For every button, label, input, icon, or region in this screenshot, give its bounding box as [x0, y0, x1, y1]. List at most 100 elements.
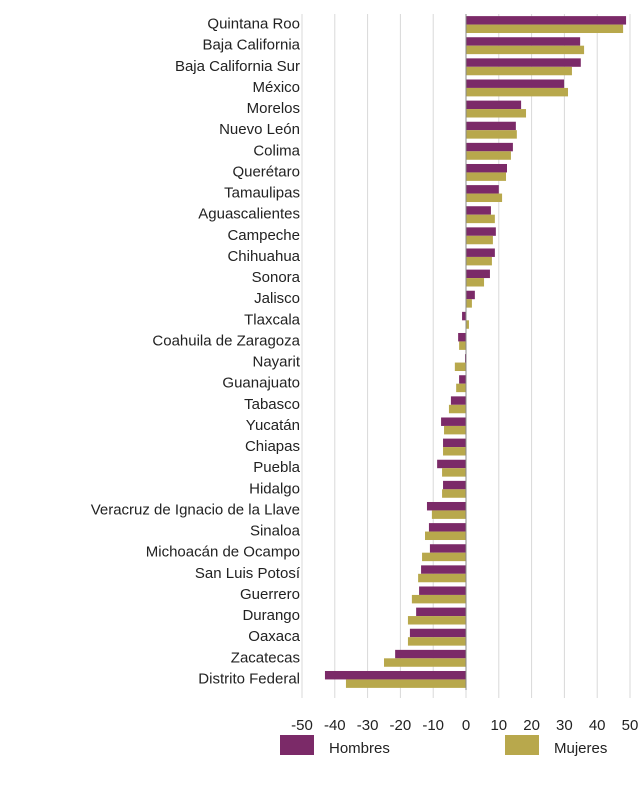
bar — [466, 248, 495, 257]
bar — [444, 425, 466, 435]
bar — [395, 649, 466, 659]
category-label: Tlaxcala — [244, 311, 301, 328]
bar — [458, 332, 466, 342]
bar — [466, 290, 475, 300]
bar — [466, 151, 511, 160]
bar — [466, 79, 565, 88]
bar — [466, 269, 490, 279]
legend-swatch — [280, 735, 314, 755]
bar — [462, 311, 466, 321]
x-tick-label: 0 — [462, 717, 470, 734]
bar — [422, 552, 466, 562]
bar — [448, 404, 466, 414]
bar — [419, 586, 466, 595]
category-label: Tamaulipas — [224, 185, 300, 202]
x-tick-label: -10 — [422, 717, 444, 734]
bar — [466, 214, 495, 224]
x-tick-label: 20 — [523, 717, 540, 734]
bar — [466, 109, 527, 118]
bar — [418, 573, 466, 583]
category-label: Quintana Roo — [207, 16, 300, 33]
bar — [429, 544, 466, 553]
bar — [450, 396, 466, 405]
x-tick-label: -50 — [291, 717, 313, 734]
category-label: Sinaloa — [250, 523, 301, 540]
bar — [425, 531, 466, 541]
bar — [442, 489, 466, 498]
bar — [466, 66, 572, 76]
bar — [428, 523, 466, 532]
bar — [384, 658, 466, 667]
x-tick-label: -30 — [357, 717, 379, 734]
bar — [437, 459, 466, 469]
bar — [443, 480, 466, 490]
x-tick-label: -40 — [324, 717, 346, 734]
category-label: Durango — [242, 607, 300, 624]
bar — [416, 607, 466, 617]
category-label: Coahuila de Zaragoza — [152, 332, 300, 349]
bar — [454, 362, 466, 372]
bar — [443, 447, 466, 456]
category-label: Puebla — [253, 459, 300, 476]
bar — [407, 637, 466, 646]
bar — [466, 45, 585, 55]
bar — [442, 468, 466, 477]
bar — [443, 438, 466, 448]
bar — [466, 16, 627, 25]
category-label: México — [252, 79, 300, 96]
bar — [466, 320, 469, 329]
category-label: Colima — [253, 142, 300, 159]
category-label: Chiapas — [245, 438, 300, 455]
bar — [466, 121, 516, 131]
category-label: Distrito Federal — [198, 670, 300, 687]
bar — [466, 37, 581, 46]
bar — [466, 227, 496, 236]
bar — [466, 163, 507, 173]
category-label: Guerrero — [240, 586, 300, 603]
bar — [345, 679, 466, 688]
category-label: Hidalgo — [249, 480, 300, 497]
x-tick-label: 50 — [622, 717, 639, 734]
category-label: Aguascalientes — [198, 206, 300, 223]
bar — [324, 670, 466, 680]
category-label: Chihuahua — [227, 248, 300, 265]
x-tick-label: 40 — [589, 717, 606, 734]
bar — [407, 616, 466, 625]
bar — [466, 206, 491, 215]
category-label: Veracruz de Ignacio de la Llave — [91, 501, 300, 518]
category-label: Oaxaca — [248, 628, 300, 645]
category-label: Campeche — [227, 227, 300, 244]
category-label: Zacatecas — [231, 649, 300, 666]
category-label: Baja California — [202, 37, 300, 54]
category-label: Nuevo León — [219, 121, 300, 138]
bar — [421, 565, 466, 574]
bar — [409, 628, 466, 638]
category-label: Baja California Sur — [175, 58, 300, 75]
category-label: Michoacán de Ocampo — [146, 544, 300, 561]
category-label: Guanajuato — [222, 375, 300, 392]
bar — [466, 278, 485, 287]
bar — [466, 142, 513, 152]
bar — [466, 87, 569, 97]
bar — [459, 341, 466, 350]
bar — [466, 256, 492, 266]
x-tick-label: -20 — [390, 717, 412, 734]
category-label: Jalisco — [254, 290, 300, 307]
bar — [466, 100, 522, 110]
x-tick-label: 30 — [556, 717, 573, 734]
bar — [466, 235, 493, 245]
x-tick-label: 10 — [490, 717, 507, 734]
bar — [466, 130, 517, 139]
legend-swatch — [505, 735, 539, 755]
bar — [466, 185, 499, 194]
bar — [456, 383, 466, 393]
legend-label: Hombres — [329, 740, 390, 757]
bar — [441, 417, 466, 426]
category-label: San Luis Potosí — [195, 565, 301, 582]
category-label: Yucatán — [246, 417, 300, 434]
category-label: Nayarit — [252, 354, 300, 371]
bar — [411, 594, 466, 604]
bar — [466, 193, 503, 203]
category-label: Tabasco — [244, 396, 300, 413]
